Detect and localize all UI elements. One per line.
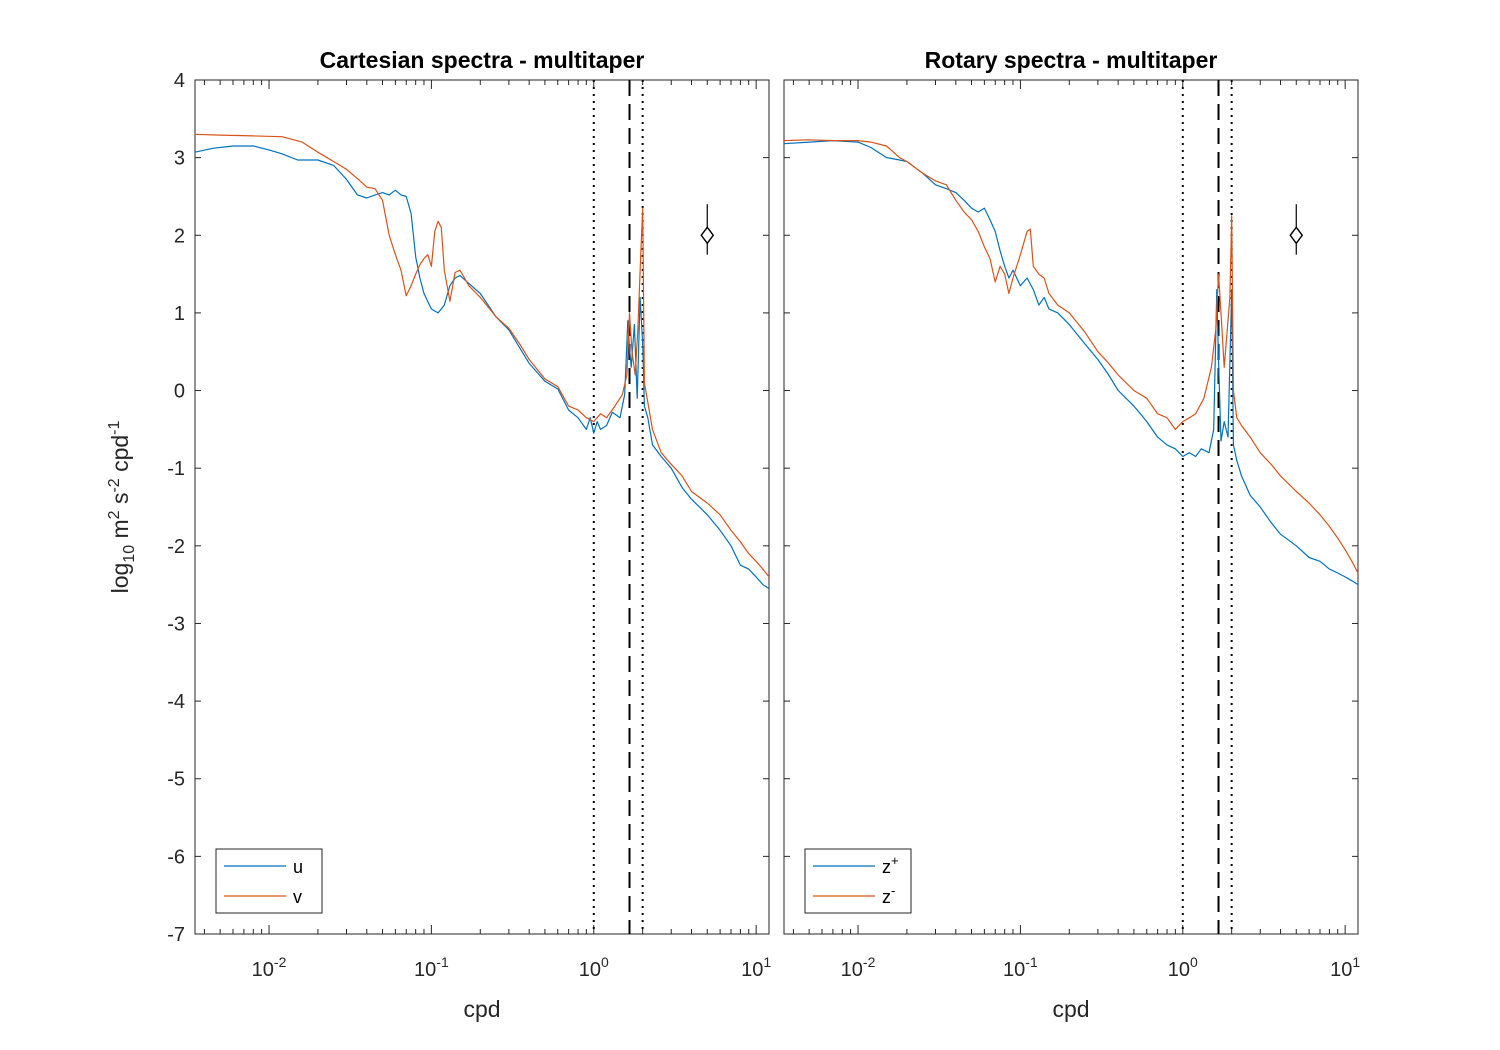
x-tick-label: 10-1 <box>1003 954 1038 981</box>
errorbar-marker <box>700 226 715 245</box>
x-tick-label: 10-2 <box>252 954 287 981</box>
legend-label-z+: z+ <box>882 853 899 877</box>
x-axis-label: cpd <box>1052 996 1089 1022</box>
y-tick-label: 4 <box>174 70 185 92</box>
x-tick-label: 10-2 <box>841 954 876 981</box>
legend-box <box>804 848 912 914</box>
legend-label-z-: z- <box>882 883 895 907</box>
y-tick-label: -3 <box>167 613 185 635</box>
series-line-u <box>194 145 770 590</box>
legend-label-u: u <box>293 857 303 877</box>
axes-box <box>194 79 770 935</box>
x-tick-label: 100 <box>579 954 609 981</box>
x-tick-label: 10-1 <box>414 954 449 981</box>
y-tick-label: 2 <box>174 225 185 247</box>
y-tick-label: -1 <box>167 458 185 480</box>
chart-title: Rotary spectra - multitaper <box>925 47 1218 73</box>
panel-rotary: Rotary spectra - multitaper 10-2 10-1 100 1… <box>783 47 1360 1022</box>
y-tick-label: -6 <box>167 846 185 868</box>
panel-cartesian: Cartesian spectra - multitaper 43210-1-2… <box>106 47 771 1022</box>
legend-label-v: v <box>293 887 302 907</box>
chart-title: Cartesian spectra - multitaper <box>320 47 645 73</box>
y-tick-label: -4 <box>167 691 185 713</box>
y-tick-label: 1 <box>174 303 185 325</box>
y-tick-label: 3 <box>174 148 185 170</box>
errorbar-marker <box>1289 226 1304 245</box>
x-tick-label: 101 <box>741 954 771 981</box>
series-line-z- <box>783 139 1359 574</box>
legend-box <box>215 848 323 914</box>
y-tick-label: -2 <box>167 536 185 558</box>
x-tick-label: 100 <box>1168 954 1198 981</box>
series-line-z+ <box>783 140 1359 586</box>
x-tick-label: 101 <box>1330 954 1360 981</box>
x-axis-label: cpd <box>463 996 500 1022</box>
axes-box <box>783 79 1359 935</box>
y-tick-label: 0 <box>174 381 185 403</box>
y-tick-label: -7 <box>167 924 185 946</box>
y-axis-label: log10 m2 s-2 cpd-1 <box>106 421 138 594</box>
series-line-v <box>194 133 770 578</box>
y-tick-label: -5 <box>167 769 185 791</box>
